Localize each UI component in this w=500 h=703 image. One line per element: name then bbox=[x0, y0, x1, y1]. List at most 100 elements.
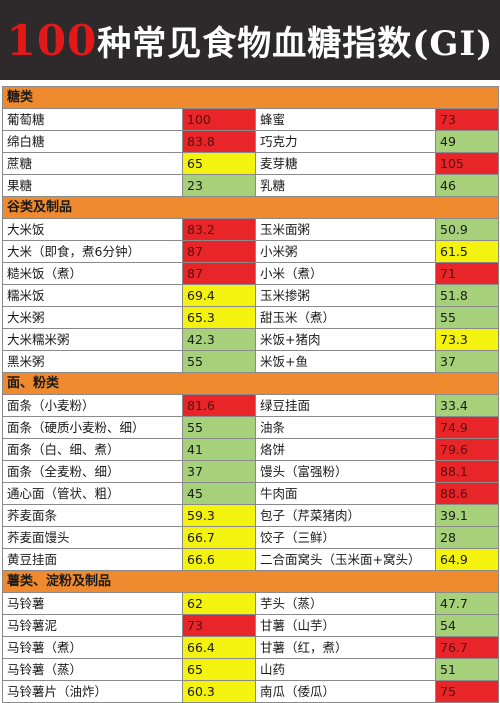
food-name-cell: 糯米饭 bbox=[2, 284, 183, 307]
gi-value-cell: 65 bbox=[182, 152, 256, 175]
table-row: 黑米粥 55 米饭+鱼 37 bbox=[2, 350, 500, 373]
food-name-cell: 馒头（富强粉） bbox=[255, 460, 436, 483]
food-name-cell: 油条 bbox=[255, 416, 436, 439]
table-row: 黄豆挂面 66.6 二合面窝头（玉米面+窝头） 64.9 bbox=[2, 548, 500, 571]
gi-value-cell: 81.6 bbox=[182, 394, 256, 417]
food-name-cell: 玉米面粥 bbox=[255, 218, 436, 241]
food-name-cell: 烙饼 bbox=[255, 438, 436, 461]
food-name-cell: 大米糯米粥 bbox=[2, 328, 183, 351]
gi-value-cell: 62 bbox=[182, 592, 256, 615]
food-name-cell: 面条（全麦粉、细） bbox=[2, 460, 183, 483]
gi-value-cell: 88.1 bbox=[434, 460, 500, 483]
gi-value-cell: 51.8 bbox=[434, 284, 500, 307]
table-row: 蔗糖 65 麦芽糖 105 bbox=[2, 152, 500, 175]
gi-value-cell: 64.9 bbox=[434, 548, 500, 571]
gi-value-cell: 66.7 bbox=[182, 526, 256, 549]
gi-value-cell: 49 bbox=[434, 130, 500, 153]
food-name-cell: 玉米掺粥 bbox=[255, 284, 436, 307]
gi-value-cell: 66.4 bbox=[182, 636, 256, 659]
page-title: 100种常见食物血糖指数(GI) bbox=[7, 16, 494, 65]
table-row: 大米（即食，煮6分钟） 87 小米粥 61.5 bbox=[2, 240, 500, 263]
gi-value-cell: 51 bbox=[434, 658, 500, 681]
food-name-cell: 小米粥 bbox=[255, 240, 436, 263]
food-name-cell: 甜玉米（煮） bbox=[255, 306, 436, 329]
section-header-row: 糖类 bbox=[1, 86, 500, 109]
gi-value-cell: 37 bbox=[434, 350, 500, 373]
food-name-cell: 麦芽糖 bbox=[255, 152, 436, 175]
table-row: 面条（硬质小麦粉、细） 55 油条 74.9 bbox=[2, 416, 500, 439]
gi-value-cell: 83.2 bbox=[182, 218, 256, 241]
food-name-cell: 绿豆挂面 bbox=[255, 394, 436, 417]
food-name-cell: 二合面窝头（玉米面+窝头） bbox=[255, 548, 436, 571]
table-row: 面条（白、细、煮） 41 烙饼 79.6 bbox=[2, 438, 500, 461]
food-name-cell: 大米（即食，煮6分钟） bbox=[2, 240, 183, 263]
section-header-row: 面、粉类 bbox=[1, 372, 500, 395]
food-name-cell: 甘薯（山芋） bbox=[255, 614, 436, 637]
gi-value-cell: 28 bbox=[434, 526, 500, 549]
gi-value-cell: 47.7 bbox=[434, 592, 500, 615]
gi-value-cell: 66.6 bbox=[182, 548, 256, 571]
gi-value-cell: 71 bbox=[434, 262, 500, 285]
food-name-cell: 马铃薯片（油炸） bbox=[2, 680, 183, 703]
food-name-cell: 通心面（管状、粗） bbox=[2, 482, 183, 505]
food-name-cell: 小米（煮） bbox=[255, 262, 436, 285]
food-name-cell: 甘薯（红，煮） bbox=[255, 636, 436, 659]
gi-value-cell: 73 bbox=[434, 108, 500, 131]
food-name-cell: 荞麦面条 bbox=[2, 504, 183, 527]
gi-value-cell: 65 bbox=[182, 658, 256, 681]
section-title: 薯类、淀粉及制品 bbox=[1, 570, 500, 593]
table-row: 糙米饭（煮） 87 小米（煮） 71 bbox=[2, 262, 500, 285]
food-name-cell: 南瓜（倭瓜） bbox=[255, 680, 436, 703]
gi-value-cell: 87 bbox=[182, 262, 256, 285]
table-row: 马铃薯片（油炸） 60.3 南瓜（倭瓜） 75 bbox=[2, 680, 500, 703]
food-name-cell: 黄豆挂面 bbox=[2, 548, 183, 571]
food-name-cell: 蔗糖 bbox=[2, 152, 183, 175]
food-name-cell: 糙米饭（煮） bbox=[2, 262, 183, 285]
food-name-cell: 面条（小麦粉） bbox=[2, 394, 183, 417]
gi-value-cell: 74.9 bbox=[434, 416, 500, 439]
table-row: 葡萄糖 100 蜂蜜 73 bbox=[2, 108, 500, 131]
table-row: 马铃薯泥 73 甘薯（山芋） 54 bbox=[2, 614, 500, 637]
section-title: 面、粉类 bbox=[1, 372, 500, 395]
title-text: 种常见食物血糖指数(GI) bbox=[97, 23, 494, 64]
gi-value-cell: 37 bbox=[182, 460, 256, 483]
table-row: 马铃薯（煮） 66.4 甘薯（红，煮） 76.7 bbox=[2, 636, 500, 659]
food-name-cell: 荞麦面馒头 bbox=[2, 526, 183, 549]
table-row: 荞麦面条 59.3 包子（芹菜猪肉） 39.1 bbox=[2, 504, 500, 527]
gi-value-cell: 41 bbox=[182, 438, 256, 461]
table-row: 马铃薯 62 芋头（蒸） 47.7 bbox=[2, 592, 500, 615]
table-row: 绵白糖 83.8 巧克力 49 bbox=[2, 130, 500, 153]
gi-value-cell: 65.3 bbox=[182, 306, 256, 329]
table-row: 荞麦面馒头 66.7 饺子（三鲜） 28 bbox=[2, 526, 500, 549]
gi-value-cell: 50.9 bbox=[434, 218, 500, 241]
table-row: 面条（全麦粉、细） 37 馒头（富强粉） 88.1 bbox=[2, 460, 500, 483]
gi-value-cell: 59.3 bbox=[182, 504, 256, 527]
food-name-cell: 包子（芹菜猪肉） bbox=[255, 504, 436, 527]
food-name-cell: 大米粥 bbox=[2, 306, 183, 329]
food-name-cell: 葡萄糖 bbox=[2, 108, 183, 131]
food-name-cell: 绵白糖 bbox=[2, 130, 183, 153]
food-name-cell: 果糖 bbox=[2, 174, 183, 197]
gi-value-cell: 75 bbox=[434, 680, 500, 703]
food-name-cell: 饺子（三鲜） bbox=[255, 526, 436, 549]
gi-value-cell: 39.1 bbox=[434, 504, 500, 527]
food-name-cell: 山药 bbox=[255, 658, 436, 681]
food-name-cell: 黑米粥 bbox=[2, 350, 183, 373]
food-name-cell: 马铃薯（煮） bbox=[2, 636, 183, 659]
gi-value-cell: 23 bbox=[182, 174, 256, 197]
gi-value-cell: 42.3 bbox=[182, 328, 256, 351]
food-name-cell: 马铃薯泥 bbox=[2, 614, 183, 637]
gi-value-cell: 55 bbox=[182, 350, 256, 373]
food-name-cell: 芋头（蒸） bbox=[255, 592, 436, 615]
food-name-cell: 米饭+鱼 bbox=[255, 350, 436, 373]
title-number: 100 bbox=[6, 15, 98, 65]
food-name-cell: 大米饭 bbox=[2, 218, 183, 241]
gi-value-cell: 69.4 bbox=[182, 284, 256, 307]
food-name-cell: 牛肉面 bbox=[255, 482, 436, 505]
food-name-cell: 乳糖 bbox=[255, 174, 436, 197]
table-row: 面条（小麦粉） 81.6 绿豆挂面 33.4 bbox=[2, 394, 500, 417]
food-name-cell: 面条（白、细、煮） bbox=[2, 438, 183, 461]
section-title: 谷类及制品 bbox=[1, 196, 500, 219]
section-header-row: 薯类、淀粉及制品 bbox=[1, 570, 500, 593]
section-header-row: 谷类及制品 bbox=[1, 196, 500, 219]
